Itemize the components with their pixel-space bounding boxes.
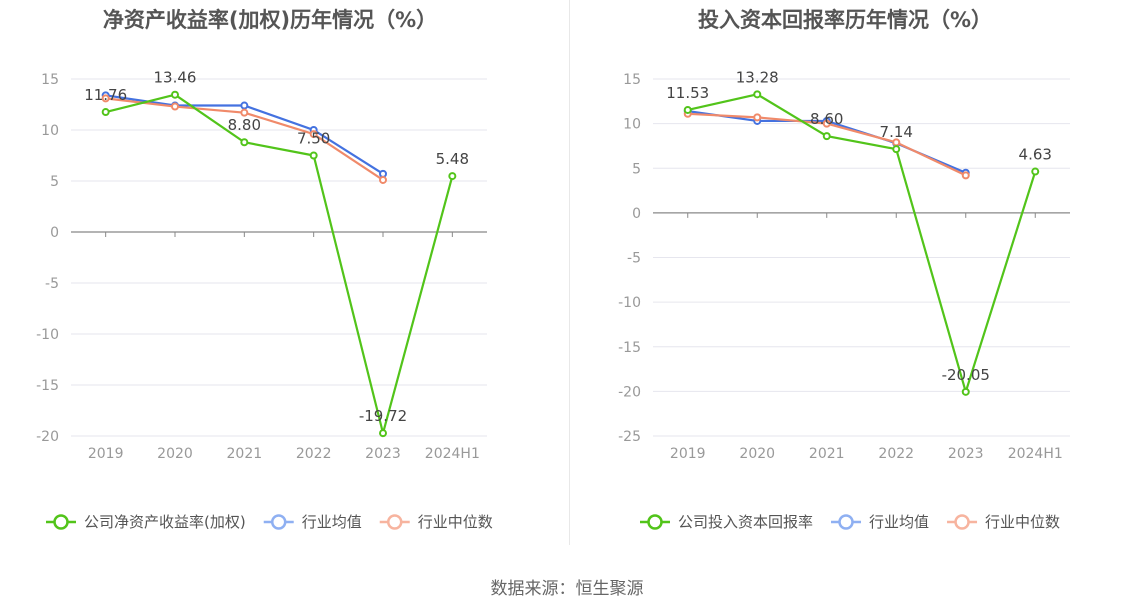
roic-legend-swatch-marker: [954, 514, 970, 530]
roic-series-0-point: [892, 145, 901, 154]
roe-data-label: 13.46: [154, 69, 197, 87]
roe-series-0-line: [105, 93, 454, 438]
roic-legend-label: 行业均值: [869, 513, 929, 531]
roic-y-tick-label: 0: [632, 206, 641, 222]
roic-data-label: 11.53: [666, 84, 709, 102]
roic-legend-label: 公司投入资本回报率: [678, 513, 813, 531]
roe-legend-label: 行业中位数: [418, 513, 493, 531]
roic-series-0-point: [683, 105, 692, 114]
roic-legend-swatch-marker: [838, 514, 854, 530]
roe-series-0-point: [240, 138, 249, 147]
roe-data-label: 7.50: [297, 130, 330, 148]
roic-data-label: 4.63: [1019, 146, 1052, 164]
roic-x-category-label: 2020: [739, 446, 775, 462]
roe-y-tick-label: -15: [36, 378, 59, 394]
roe-data-label: 5.48: [436, 150, 469, 168]
roe-series-2-point: [171, 102, 179, 111]
roic-series-2-point: [822, 119, 831, 128]
roic-legend-swatch-marker: [647, 514, 663, 530]
roic-y-tick-label: 15: [623, 72, 641, 88]
roe-y-tick-label: -10: [36, 327, 59, 343]
roe-legend-swatch-marker: [270, 514, 287, 530]
roe-data-label: 11.76: [84, 86, 127, 104]
roe-legend-label: 公司净资产收益率(加权): [84, 513, 246, 531]
roe-legend-swatch-marker: [53, 514, 69, 530]
roe-legend-label: 行业均值: [302, 513, 362, 531]
chart-title-roe: 净资产收益率(加权)历年情况（%）: [102, 8, 438, 32]
roe-y-tick-label: -20: [36, 429, 59, 445]
roic-series-0-line: [687, 93, 1037, 396]
roe-y-tick-label: -5: [45, 276, 59, 292]
roic-data-label: -20.05: [942, 366, 990, 384]
roe-series-0-point: [448, 172, 457, 181]
roe-data-label: 8.80: [228, 116, 261, 134]
roe-x-category-label: 2023: [365, 446, 401, 462]
roe-y-tick-label: 0: [50, 225, 59, 241]
roe-y-tick-label: 10: [41, 123, 59, 139]
roe-legend-swatch-marker: [386, 514, 403, 530]
roe-y-tick-label: 15: [41, 72, 59, 88]
data-source-note: 数据来源：恒生聚源: [490, 579, 644, 599]
roic-x-category-label: 2023: [948, 446, 984, 462]
roic-series-2-point: [753, 113, 762, 122]
roe-x-category-label: 2019: [88, 446, 124, 462]
roic-data-label: 8.60: [810, 110, 843, 128]
chart-title-roic: 投入资本回报率历年情况（%）: [697, 8, 993, 32]
roic-series-2-point: [961, 171, 970, 180]
roe-series-0-point: [309, 151, 318, 160]
roic-y-tick-label: -20: [618, 384, 641, 400]
roic-y-tick-label: 5: [632, 161, 641, 177]
roic-x-category-label: 2022: [878, 446, 914, 462]
roic-x-category-label: 2024H1: [1008, 446, 1063, 462]
roe-y-tick-label: 5: [50, 174, 59, 190]
roic-series-0-point: [1031, 167, 1040, 176]
roic-y-tick-label: -5: [627, 251, 641, 267]
roic-x-category-label: 2021: [809, 446, 845, 462]
roe-series-1-point: [379, 169, 387, 178]
roe-series-2-point: [240, 108, 249, 117]
roic-y-tick-label: -15: [618, 340, 641, 356]
roe-x-category-label: 2021: [227, 446, 263, 462]
roic-y-tick-label: 10: [623, 117, 641, 133]
roe-series-0-point: [379, 429, 387, 438]
roic-series-0-point: [961, 387, 970, 396]
roe-series-2-point: [379, 175, 387, 184]
roic-legend-label: 行业中位数: [985, 513, 1060, 531]
roic-y-tick-label: -10: [618, 295, 641, 311]
roic-series-0-point: [822, 132, 831, 141]
roe-series-0-point: [171, 90, 179, 99]
roe-x-category-label: 2020: [157, 446, 193, 462]
roe-series-1-point: [240, 101, 249, 110]
roic-y-tick-label: -25: [618, 429, 641, 445]
roic-series-0-point: [753, 90, 762, 99]
roe-series-2-point: [309, 130, 318, 139]
roic-x-category-label: 2019: [670, 446, 706, 462]
roic-data-label: 13.28: [736, 68, 779, 86]
roe-x-category-label: 2024H1: [425, 446, 480, 462]
panel-divider: [569, 0, 570, 545]
roe-series-0-point: [101, 108, 110, 117]
roe-data-label: -19.72: [359, 407, 407, 425]
roe-x-category-label: 2022: [296, 446, 332, 462]
roe-series-2-point: [101, 94, 110, 103]
roic-data-label: 7.14: [880, 123, 913, 141]
